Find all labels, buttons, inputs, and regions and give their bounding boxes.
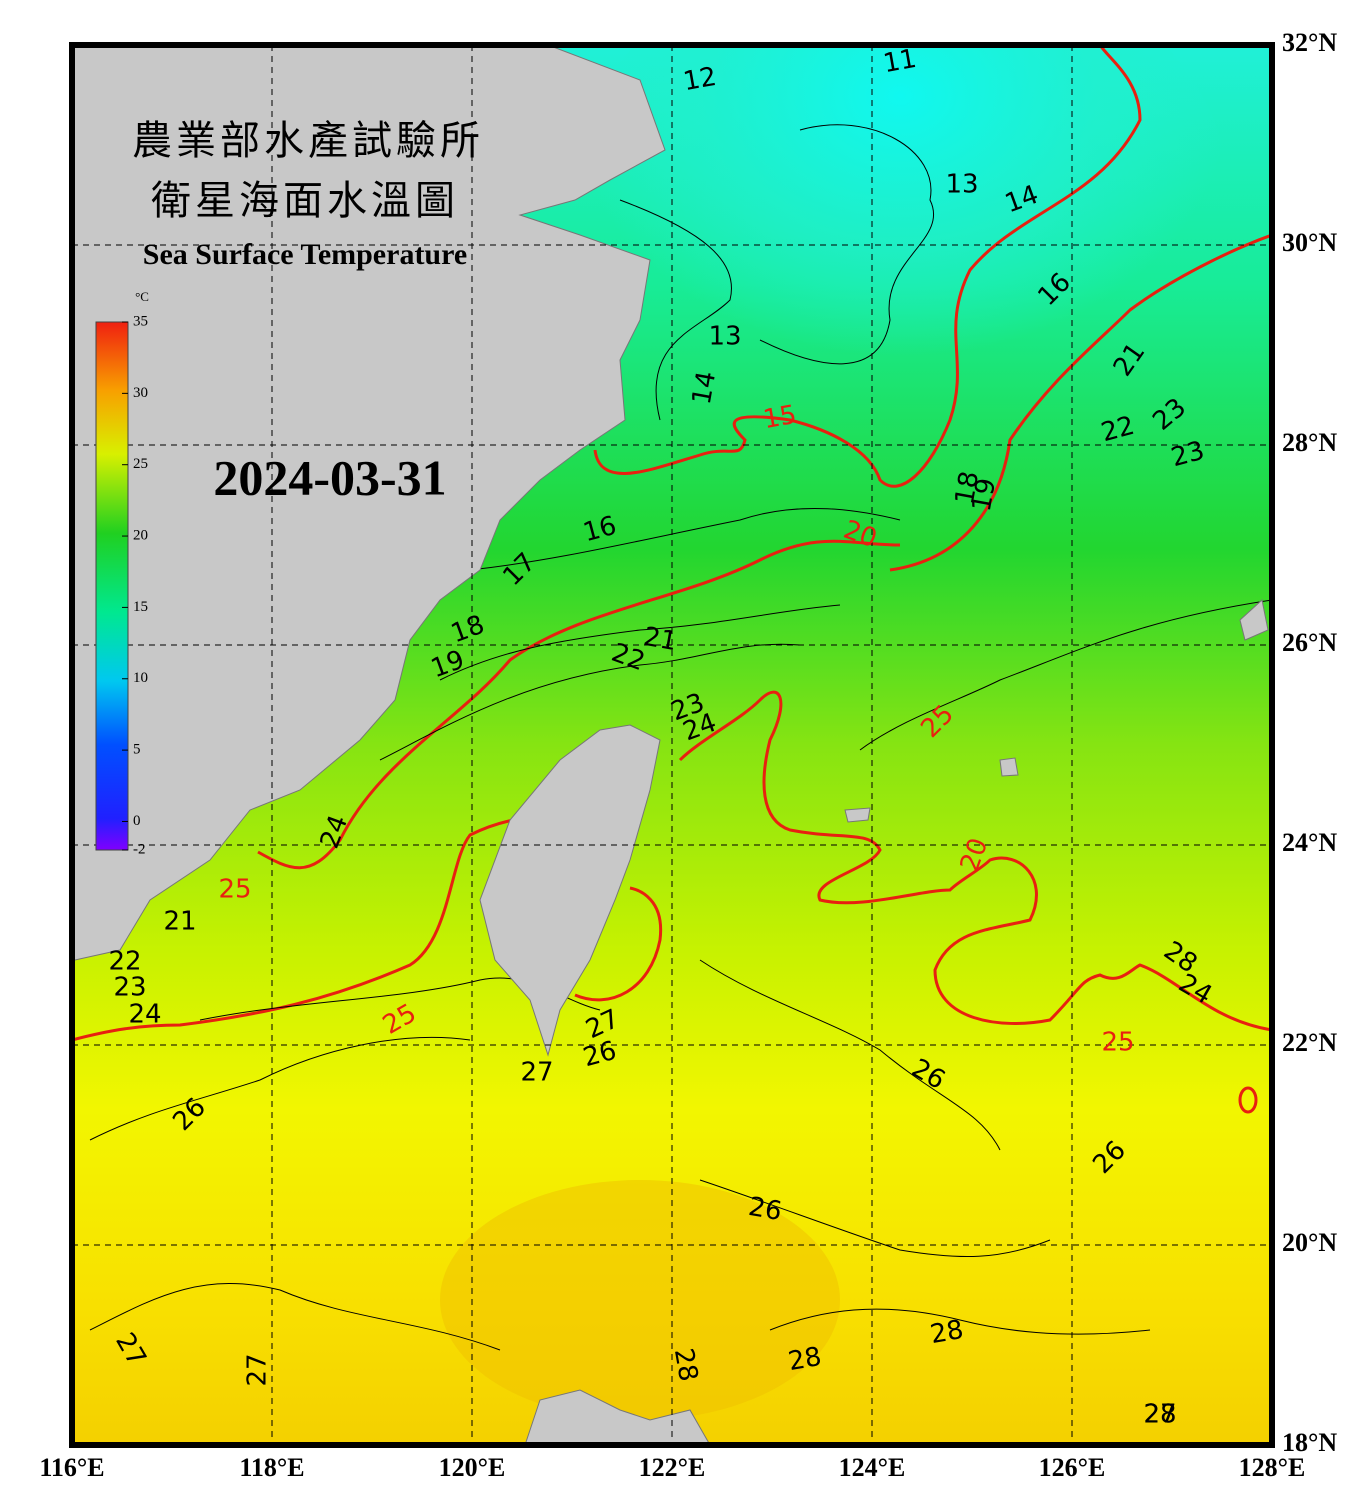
date: 2024-03-31 <box>213 449 446 505</box>
contour-label: 25 <box>218 875 251 905</box>
lon-tick-label: 116°E <box>39 1453 104 1482</box>
colorbar-tick-label: 25 <box>133 456 148 472</box>
lat-tick-label: 18°N <box>1282 1428 1337 1457</box>
warm-water <box>440 1180 840 1420</box>
contour-label: 25 <box>1101 1028 1134 1058</box>
colorbar-unit: °C <box>135 289 149 304</box>
lat-tick-label: 24°N <box>1282 828 1337 857</box>
contour-label: 18 <box>950 469 985 507</box>
lat-tick-label: 22°N <box>1282 1028 1337 1057</box>
contour-label: 24 <box>128 1000 161 1030</box>
contour-label: 13 <box>708 322 741 352</box>
contour-label: 22 <box>108 947 141 977</box>
contour-label: 12 <box>681 62 719 97</box>
contour-label: 28 <box>1143 1400 1176 1430</box>
contour-label: 27 <box>243 1353 273 1386</box>
lon-tick-label: 126°E <box>1039 1453 1106 1482</box>
contour-label: 23 <box>113 973 146 1003</box>
contour-label: 15 <box>761 400 799 435</box>
contour-label: 14 <box>687 369 722 407</box>
lon-tick-label: 124°E <box>839 1453 906 1482</box>
isotherms-red <box>72 45 1272 1114</box>
contour-label: 26 <box>746 1192 784 1227</box>
colorbar-tick-label: -2 <box>133 841 146 857</box>
contour-label: 28 <box>928 1315 966 1350</box>
colorbar-tick-label: 10 <box>133 670 148 686</box>
title-zh-1: 農業部水產試驗所 <box>132 118 484 163</box>
lon-tick-label: 122°E <box>639 1453 706 1482</box>
contour-label: 21 <box>641 622 679 657</box>
title-en: Sea Surface Temperature <box>143 238 467 271</box>
lat-tick-label: 28°N <box>1282 428 1337 457</box>
cold-water <box>570 45 1230 460</box>
colorbar-tick-label: 15 <box>133 599 148 615</box>
contour-label: 11 <box>881 44 919 79</box>
colorbar-tick-label: 30 <box>133 385 148 401</box>
contour-label: 19 <box>967 476 1002 514</box>
title-zh-2: 衛星海面水溫圖 <box>151 178 459 223</box>
axes: 116°E 118°E 120°E 122°E 124°E 126°E 128°E 32°N 3… <box>39 28 1337 1482</box>
contour-label: 27 <box>520 1058 553 1088</box>
colorbar-tick-label: 35 <box>133 313 148 329</box>
contour-label: 21 <box>163 907 196 937</box>
contour-label: 13 <box>945 170 978 200</box>
contour-label: 28 <box>786 1342 824 1377</box>
colorbar <box>95 321 129 851</box>
lon-tick-label: 120°E <box>439 1453 506 1482</box>
colorbar-tick-label: 5 <box>133 742 141 758</box>
contour-label: 27 <box>1143 1400 1176 1430</box>
lat-tick-label: 32°N <box>1282 28 1337 57</box>
lat-tick-label: 26°N <box>1282 628 1337 657</box>
lat-tick-label: 30°N <box>1282 228 1337 257</box>
lon-tick-label: 118°E <box>239 1453 304 1482</box>
land <box>72 45 1269 1445</box>
map-frame <box>69 42 1275 1448</box>
lon-tick-label: 128°E <box>1239 1453 1306 1482</box>
graticule <box>72 45 1272 1445</box>
colorbar-tick-label: 0 <box>133 813 141 829</box>
lat-tick-label: 20°N <box>1282 1228 1337 1257</box>
colorbar-tick-label: 20 <box>133 527 148 543</box>
contour-label: 28 <box>668 1346 703 1384</box>
